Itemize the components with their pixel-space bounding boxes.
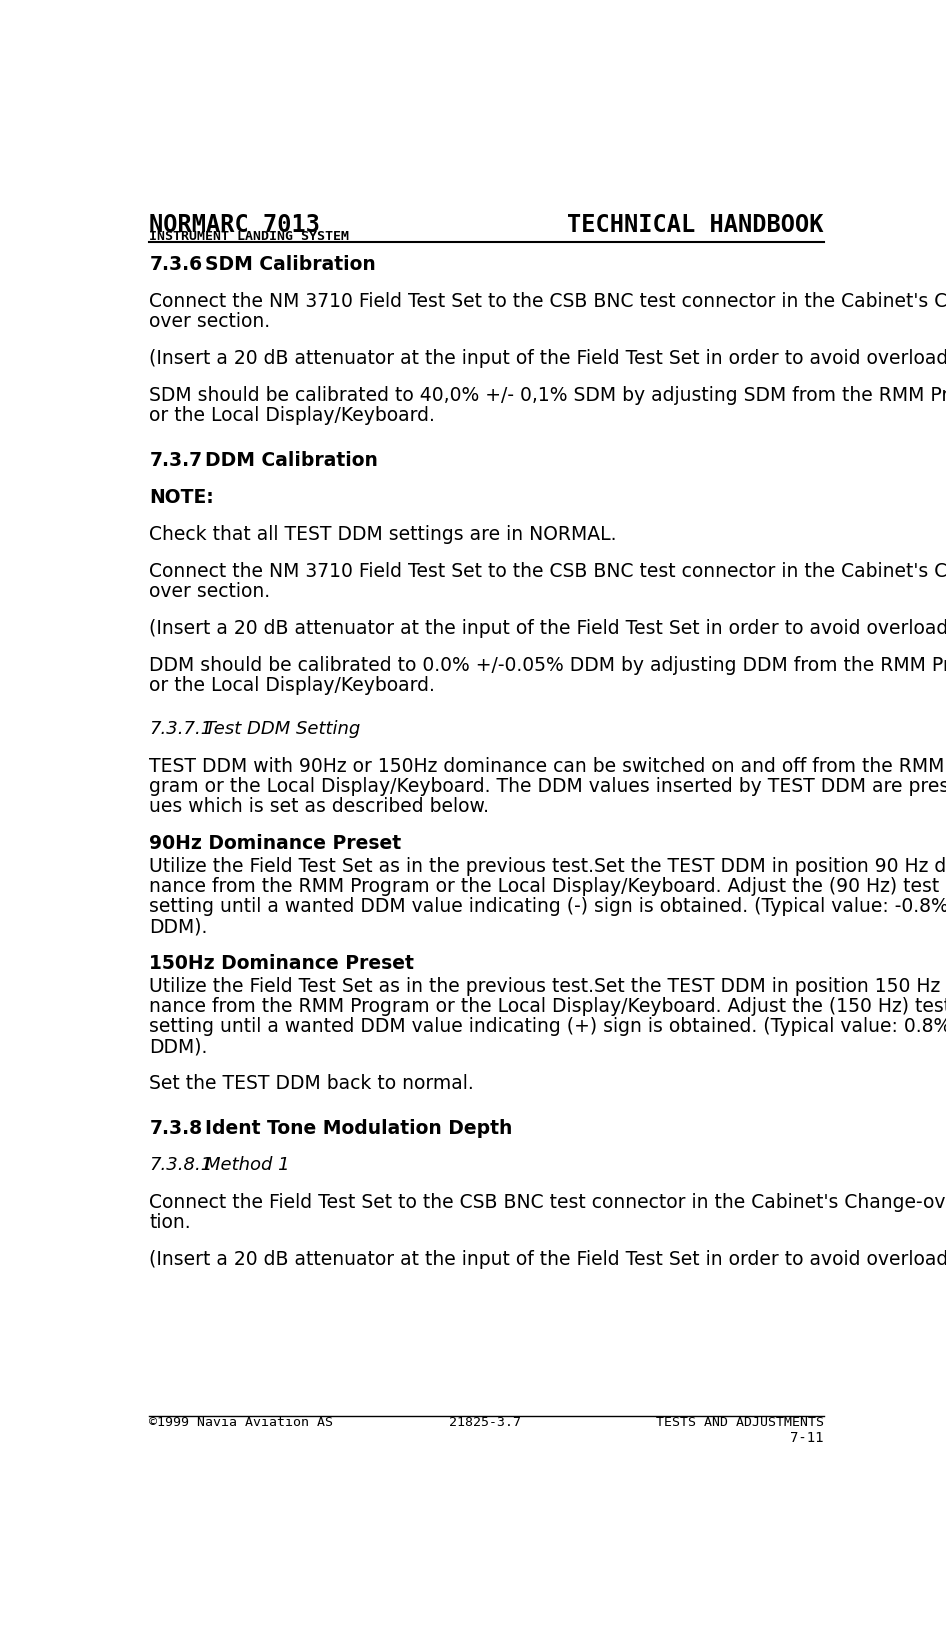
Text: 7.3.7: 7.3.7 — [149, 450, 202, 470]
Text: 7.3.6: 7.3.6 — [149, 255, 202, 274]
Text: 90Hz Dominance Preset: 90Hz Dominance Preset — [149, 834, 401, 854]
Text: Connect the NM 3710 Field Test Set to the CSB BNC test connector in the Cabinet': Connect the NM 3710 Field Test Set to th… — [149, 292, 946, 312]
Text: ©1999 Navia Aviation AS: ©1999 Navia Aviation AS — [149, 1417, 333, 1430]
Text: NOTE:: NOTE: — [149, 488, 214, 506]
Text: INSTRUMENT LANDING SYSTEM: INSTRUMENT LANDING SYSTEM — [149, 230, 349, 243]
Text: DDM).: DDM). — [149, 917, 207, 937]
Text: TECHNICAL HANDBOOK: TECHNICAL HANDBOOK — [567, 212, 824, 237]
Text: Method 1: Method 1 — [205, 1155, 289, 1173]
Text: (Insert a 20 dB attenuator at the input of the Field Test Set in order to avoid : (Insert a 20 dB attenuator at the input … — [149, 619, 946, 638]
Text: 7-11: 7-11 — [790, 1431, 824, 1444]
Text: Connect the Field Test Set to the CSB BNC test connector in the Cabinet's Change: Connect the Field Test Set to the CSB BN… — [149, 1193, 946, 1213]
Text: 21825-3.7: 21825-3.7 — [448, 1417, 521, 1430]
Text: DDM Calibration: DDM Calibration — [205, 450, 377, 470]
Text: gram or the Local Display/Keyboard. The DDM values inserted by TEST DDM are pres: gram or the Local Display/Keyboard. The … — [149, 777, 946, 796]
Text: or the Local Display/Keyboard.: or the Local Display/Keyboard. — [149, 676, 435, 695]
Text: DDM should be calibrated to 0.0% +/-0.05% DDM by adjusting DDM from the RMM Prog: DDM should be calibrated to 0.0% +/-0.05… — [149, 656, 946, 674]
Text: setting until a wanted DDM value indicating (+) sign is obtained. (Typical value: setting until a wanted DDM value indicat… — [149, 1017, 946, 1036]
Text: DDM).: DDM). — [149, 1038, 207, 1056]
Text: tion.: tion. — [149, 1213, 191, 1232]
Text: nance from the RMM Program or the Local Display/Keyboard. Adjust the (150 Hz) te: nance from the RMM Program or the Local … — [149, 997, 946, 1017]
Text: Utilize the Field Test Set as in the previous test.Set the TEST DDM in position : Utilize the Field Test Set as in the pre… — [149, 978, 946, 997]
Text: SDM Calibration: SDM Calibration — [205, 255, 376, 274]
Text: NORMARC 7013: NORMARC 7013 — [149, 212, 321, 237]
Text: nance from the RMM Program or the Local Display/Keyboard. Adjust the (90 Hz) tes: nance from the RMM Program or the Local … — [149, 878, 946, 896]
Text: Connect the NM 3710 Field Test Set to the CSB BNC test connector in the Cabinet': Connect the NM 3710 Field Test Set to th… — [149, 561, 946, 581]
Text: TESTS AND ADJUSTMENTS: TESTS AND ADJUSTMENTS — [656, 1417, 824, 1430]
Text: or the Local Display/Keyboard.: or the Local Display/Keyboard. — [149, 406, 435, 424]
Text: Check that all TEST DDM settings are in NORMAL.: Check that all TEST DDM settings are in … — [149, 524, 617, 543]
Text: ues which is set as described below.: ues which is set as described below. — [149, 796, 489, 816]
Text: (Insert a 20 dB attenuator at the input of the Field Test Set in order to avoid : (Insert a 20 dB attenuator at the input … — [149, 1250, 946, 1270]
Text: Ident Tone Modulation Depth: Ident Tone Modulation Depth — [205, 1120, 513, 1138]
Text: Utilize the Field Test Set as in the previous test.Set the TEST DDM in position : Utilize the Field Test Set as in the pre… — [149, 857, 946, 876]
Text: over section.: over section. — [149, 312, 271, 331]
Text: 7.3.8.1: 7.3.8.1 — [149, 1155, 213, 1173]
Text: 7.3.8: 7.3.8 — [149, 1120, 202, 1138]
Text: 7.3.7.1: 7.3.7.1 — [149, 720, 213, 738]
Text: Set the TEST DDM back to normal.: Set the TEST DDM back to normal. — [149, 1074, 474, 1093]
Text: Test DDM Setting: Test DDM Setting — [205, 720, 360, 738]
Text: TEST DDM with 90Hz or 150Hz dominance can be switched on and off from the RMM Pr: TEST DDM with 90Hz or 150Hz dominance ca… — [149, 757, 946, 777]
Text: setting until a wanted DDM value indicating (-) sign is obtained. (Typical value: setting until a wanted DDM value indicat… — [149, 898, 946, 916]
Text: 150Hz Dominance Preset: 150Hz Dominance Preset — [149, 955, 414, 973]
Text: (Insert a 20 dB attenuator at the input of the Field Test Set in order to avoid : (Insert a 20 dB attenuator at the input … — [149, 349, 946, 369]
Text: SDM should be calibrated to 40,0% +/- 0,1% SDM by adjusting SDM from the RMM Pro: SDM should be calibrated to 40,0% +/- 0,… — [149, 387, 946, 405]
Text: over section.: over section. — [149, 581, 271, 601]
